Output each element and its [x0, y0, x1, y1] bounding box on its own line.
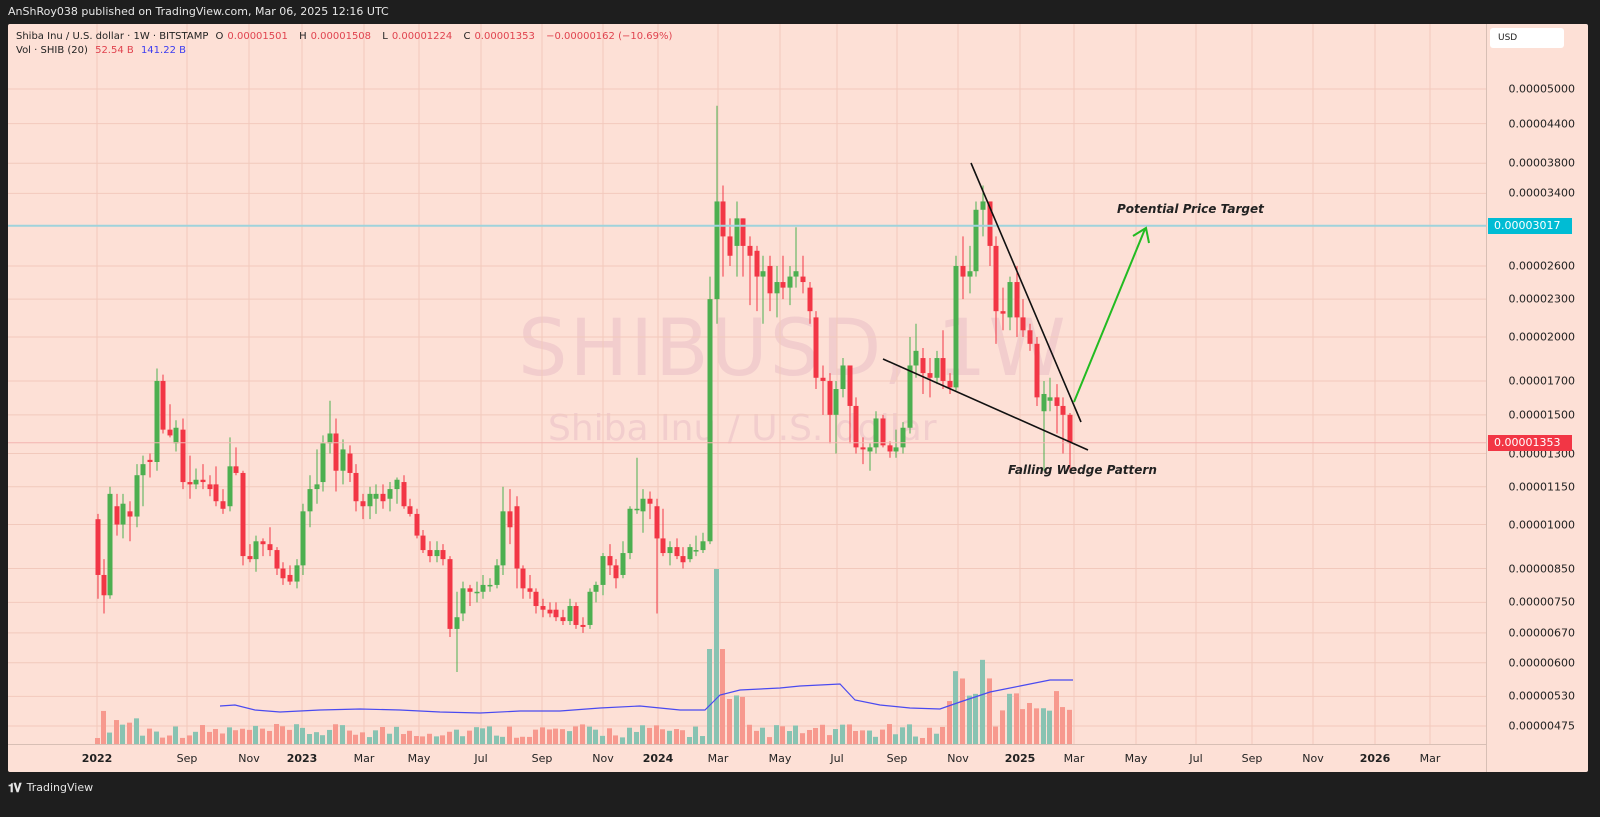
footer: 𝟏𝐕 TradingView: [8, 778, 93, 798]
symbol-description: Shiba Inu / U.S. dollar · 1W · BITSTAMP: [16, 31, 209, 42]
time-tick-label: 2023: [286, 752, 318, 765]
time-tick-label: Jul: [1189, 752, 1203, 765]
close-value: 0.00001353: [474, 31, 535, 42]
time-tick-label: Mar: [707, 752, 729, 765]
price-tick-label: 0.00003400: [1508, 186, 1575, 200]
price-tick-label: 0.00000850: [1508, 562, 1575, 576]
time-axis[interactable]: 2022 Sep Nov 2023 Mar May Jul Sep Nov 2024 Mar May J…: [8, 744, 1486, 772]
volume-label: Vol · SHIB (20): [16, 45, 88, 56]
time-tick-label: Mar: [1419, 752, 1441, 765]
price-tick-label: 0.00001150: [1508, 480, 1575, 494]
price-tick-label: 0.00001500: [1508, 408, 1575, 422]
high-label: H: [299, 31, 307, 42]
price-tick-label: 0.00000475: [1508, 719, 1575, 733]
price-tick-label: 0.00001700: [1508, 374, 1575, 388]
time-tick-label: Nov: [947, 752, 969, 765]
time-tick-label: 2022: [81, 752, 113, 765]
tradingview-logo-icon: 𝟏𝐕: [8, 781, 22, 795]
symbol-legend[interactable]: Shiba Inu / U.S. dollar · 1W · BITSTAMP …: [16, 30, 676, 44]
price-axis[interactable]: 0.00005000 0.00004400 0.00003800 0.00003400…: [1486, 24, 1588, 772]
publisher-line: AnShRoy038 published on TradingView.com,…: [8, 5, 389, 18]
price-tick-label: 0.00000750: [1508, 595, 1575, 609]
time-tick-label: 2026: [1359, 752, 1391, 765]
time-tick-label: Nov: [238, 752, 260, 765]
time-tick-label: Jul: [830, 752, 844, 765]
time-tick-label: Mar: [1063, 752, 1085, 765]
price-tick-label: 0.00005000: [1508, 82, 1575, 96]
footer-brand: TradingView: [26, 781, 94, 794]
time-tick-label: Sep: [886, 752, 908, 765]
candlestick-chart[interactable]: [8, 24, 1486, 744]
price-tick-label: 0.00000600: [1508, 656, 1575, 670]
watermark-ticker: SHIBUSD, 1W: [518, 304, 1068, 394]
price-tick-label: 0.00003800: [1508, 156, 1575, 170]
chart-area[interactable]: SHIBUSD, 1W Shiba Inu / U.S. dollar Shib…: [8, 24, 1588, 772]
price-tick-label: 0.00002300: [1508, 292, 1575, 306]
legend: Shiba Inu / U.S. dollar · 1W · BITSTAMP …: [16, 30, 676, 58]
time-tick-label: 2025: [1004, 752, 1036, 765]
close-label: C: [463, 31, 471, 42]
annotation-falling-wedge[interactable]: Falling Wedge Pattern: [1008, 463, 1157, 477]
time-tick-label: Mar: [353, 752, 375, 765]
currency-button[interactable]: USD: [1490, 28, 1564, 48]
volume-ma-value: 141.22 B: [140, 45, 186, 56]
price-tick-label: 0.00000670: [1508, 626, 1575, 640]
low-label: L: [382, 31, 388, 42]
price-tick-label: 0.00004400: [1508, 117, 1575, 131]
time-tick-label: Nov: [1302, 752, 1324, 765]
change-value: −0.00000162 (−10.69%): [546, 31, 673, 42]
open-value: 0.00001501: [227, 31, 288, 42]
time-tick-label: May: [1124, 752, 1148, 765]
price-tick-label: 0.00001000: [1508, 518, 1575, 532]
time-tick-label: Nov: [592, 752, 614, 765]
last-price-tag: 0.00001353: [1488, 434, 1572, 451]
time-tick-label: Jul: [474, 752, 488, 765]
price-tick-label: 0.00002600: [1508, 259, 1575, 273]
open-label: O: [215, 31, 224, 42]
target-price-tag: 0.00003017: [1488, 217, 1572, 234]
high-value: 0.00001508: [310, 31, 372, 42]
time-tick-label: May: [407, 752, 431, 765]
time-tick-label: 2024: [642, 752, 674, 765]
volume-value: 52.54 B: [95, 45, 134, 56]
low-value: 0.00001224: [391, 31, 453, 42]
price-tick-label: 0.00000530: [1508, 689, 1575, 703]
annotation-price-target[interactable]: Potential Price Target: [1117, 202, 1264, 216]
time-tick-label: Sep: [176, 752, 198, 765]
price-tick-label: 0.00002000: [1508, 330, 1575, 344]
time-tick-label: Sep: [1241, 752, 1263, 765]
time-tick-label: Sep: [531, 752, 553, 765]
time-tick-label: May: [768, 752, 792, 765]
volume-legend[interactable]: Vol · SHIB (20) 52.54 B 141.22 B: [16, 44, 676, 58]
